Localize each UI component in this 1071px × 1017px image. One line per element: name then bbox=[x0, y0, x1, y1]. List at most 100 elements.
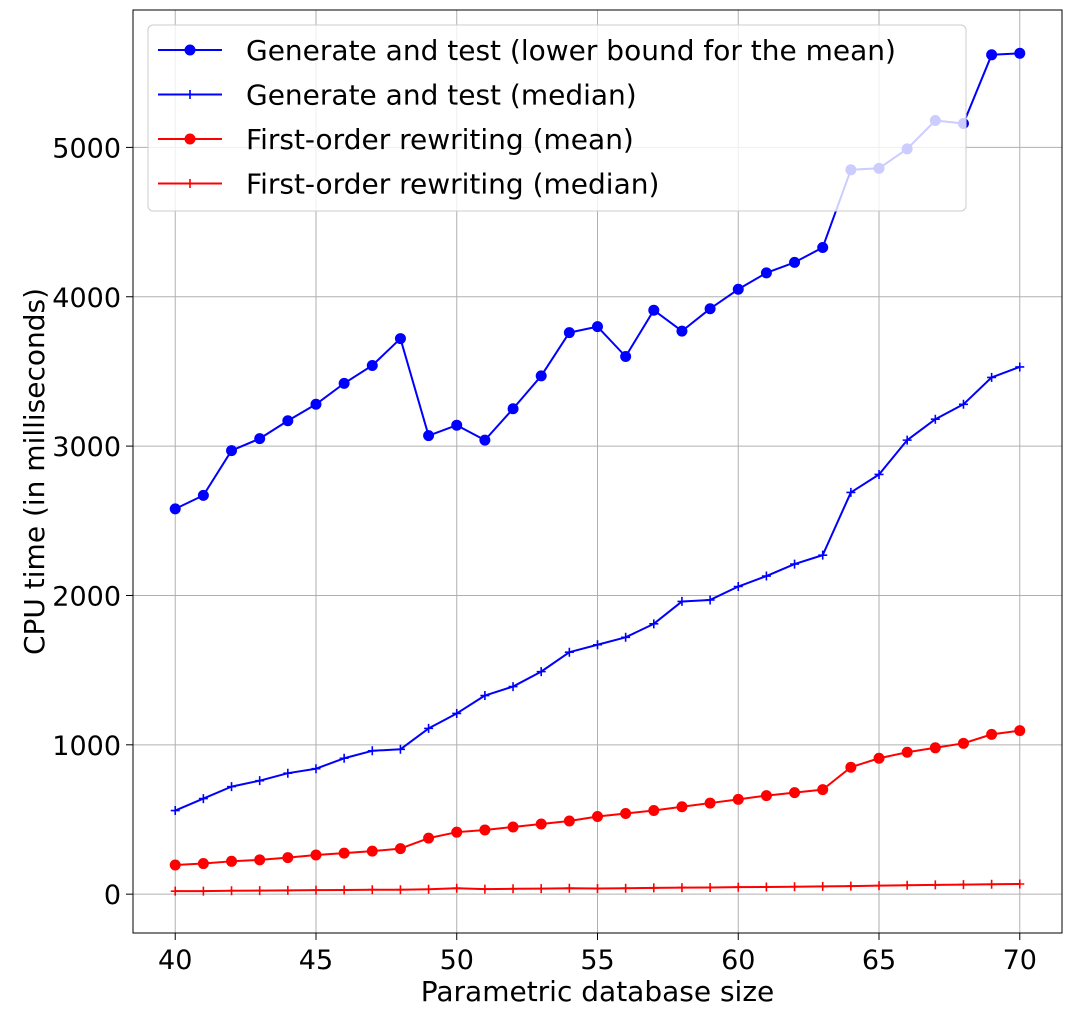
data-point-marker bbox=[184, 44, 196, 56]
data-point-marker bbox=[394, 333, 406, 345]
legend-item-3: First-order rewriting (mean) bbox=[158, 123, 634, 156]
data-point-marker bbox=[929, 742, 941, 754]
data-point-marker bbox=[226, 445, 238, 457]
data-point-marker bbox=[958, 880, 968, 890]
data-point-marker bbox=[874, 881, 884, 891]
data-point-marker bbox=[818, 881, 828, 891]
data-point-marker bbox=[705, 595, 715, 605]
data-point-marker bbox=[846, 881, 856, 891]
data-point-marker bbox=[452, 708, 462, 718]
data-point-marker bbox=[169, 859, 181, 871]
data-point-marker bbox=[761, 882, 771, 892]
data-point-marker bbox=[649, 883, 659, 893]
data-point-marker bbox=[338, 847, 350, 859]
x-tick-label: 55 bbox=[580, 945, 614, 976]
data-point-marker bbox=[395, 885, 405, 895]
y-tick-label: 2000 bbox=[52, 581, 121, 612]
data-point-marker bbox=[479, 824, 491, 836]
data-point-marker bbox=[677, 596, 687, 606]
x-tick-label: 50 bbox=[440, 945, 474, 976]
data-point-marker bbox=[761, 571, 771, 581]
y-tick-label: 4000 bbox=[52, 283, 121, 314]
data-point-marker bbox=[845, 761, 857, 773]
data-point-marker bbox=[1015, 362, 1025, 372]
data-point-marker bbox=[593, 883, 602, 893]
data-point-marker bbox=[620, 350, 632, 362]
data-point-marker bbox=[198, 794, 208, 804]
data-point-marker bbox=[227, 782, 237, 792]
data-point-marker bbox=[732, 283, 744, 295]
data-point-marker bbox=[311, 764, 321, 774]
data-point-marker bbox=[704, 797, 716, 809]
data-point-marker bbox=[563, 815, 575, 827]
data-point-marker bbox=[451, 826, 463, 838]
data-point-marker bbox=[621, 883, 631, 893]
data-point-marker bbox=[423, 832, 435, 844]
legend-label: Generate and test (lower bound for the m… bbox=[246, 34, 896, 67]
data-point-marker bbox=[452, 883, 462, 893]
data-point-marker bbox=[198, 886, 208, 896]
data-point-marker bbox=[649, 619, 659, 629]
data-point-marker bbox=[901, 746, 913, 758]
data-point-marker bbox=[170, 886, 180, 896]
data-point-marker bbox=[677, 883, 687, 893]
data-point-marker bbox=[789, 787, 801, 799]
data-point-marker bbox=[507, 403, 519, 415]
data-point-marker bbox=[255, 776, 265, 786]
data-point-marker bbox=[508, 682, 518, 692]
x-tick-label: 60 bbox=[721, 945, 755, 976]
legend-item-2: Generate and test (median) bbox=[158, 79, 637, 112]
y-tick-label: 3000 bbox=[52, 432, 121, 463]
data-point-marker bbox=[817, 241, 829, 253]
series-3 bbox=[169, 725, 1026, 871]
data-point-marker bbox=[339, 753, 349, 763]
x-tick-label: 45 bbox=[299, 945, 333, 976]
data-point-marker bbox=[366, 359, 378, 371]
data-point-marker bbox=[790, 559, 800, 569]
data-point-marker bbox=[817, 784, 829, 796]
data-point-marker bbox=[930, 414, 940, 424]
data-point-marker bbox=[310, 398, 322, 410]
legend-label: First-order rewriting (median) bbox=[246, 168, 659, 201]
data-point-marker bbox=[648, 304, 660, 316]
data-point-marker bbox=[282, 415, 294, 427]
data-point-marker bbox=[479, 434, 491, 446]
data-point-marker bbox=[424, 723, 434, 733]
series-2 bbox=[170, 362, 1025, 816]
x-tick-label: 40 bbox=[158, 945, 192, 976]
data-point-marker bbox=[564, 883, 574, 893]
data-point-marker bbox=[873, 752, 885, 764]
data-point-marker bbox=[1014, 725, 1026, 737]
data-point-marker bbox=[874, 469, 884, 479]
data-point-marker bbox=[339, 885, 349, 895]
data-point-marker bbox=[197, 858, 209, 870]
data-point-marker bbox=[423, 430, 435, 442]
x-tick-label: 65 bbox=[862, 945, 896, 976]
data-point-marker bbox=[169, 503, 181, 515]
data-point-marker bbox=[620, 808, 632, 820]
data-point-marker bbox=[930, 880, 940, 890]
data-point-marker bbox=[676, 325, 688, 337]
data-point-marker bbox=[593, 640, 602, 650]
data-point-marker bbox=[283, 768, 293, 778]
legend: Generate and test (lower bound for the m… bbox=[147, 24, 967, 212]
data-point-marker bbox=[733, 882, 743, 892]
data-point-marker bbox=[283, 885, 293, 895]
data-point-marker bbox=[986, 728, 998, 740]
y-tick-label: 1000 bbox=[52, 731, 121, 762]
data-point-marker bbox=[184, 133, 196, 145]
data-point-marker bbox=[648, 805, 660, 817]
legend-item-1: Generate and test (lower bound for the m… bbox=[158, 34, 896, 67]
axis-ticks: 40 45 50 55 60 65 70 0 1000 2000 3000 4000 5000 bbox=[52, 133, 1037, 976]
data-point-marker bbox=[185, 90, 195, 99]
data-point-marker bbox=[255, 886, 265, 896]
y-tick-label: 5000 bbox=[52, 133, 121, 164]
data-point-marker bbox=[310, 849, 322, 861]
data-point-marker bbox=[790, 882, 800, 892]
data-point-marker bbox=[902, 880, 912, 890]
data-point-marker bbox=[957, 737, 969, 749]
data-point-marker bbox=[338, 377, 350, 389]
data-point-marker bbox=[367, 885, 377, 895]
data-point-marker bbox=[789, 256, 801, 268]
